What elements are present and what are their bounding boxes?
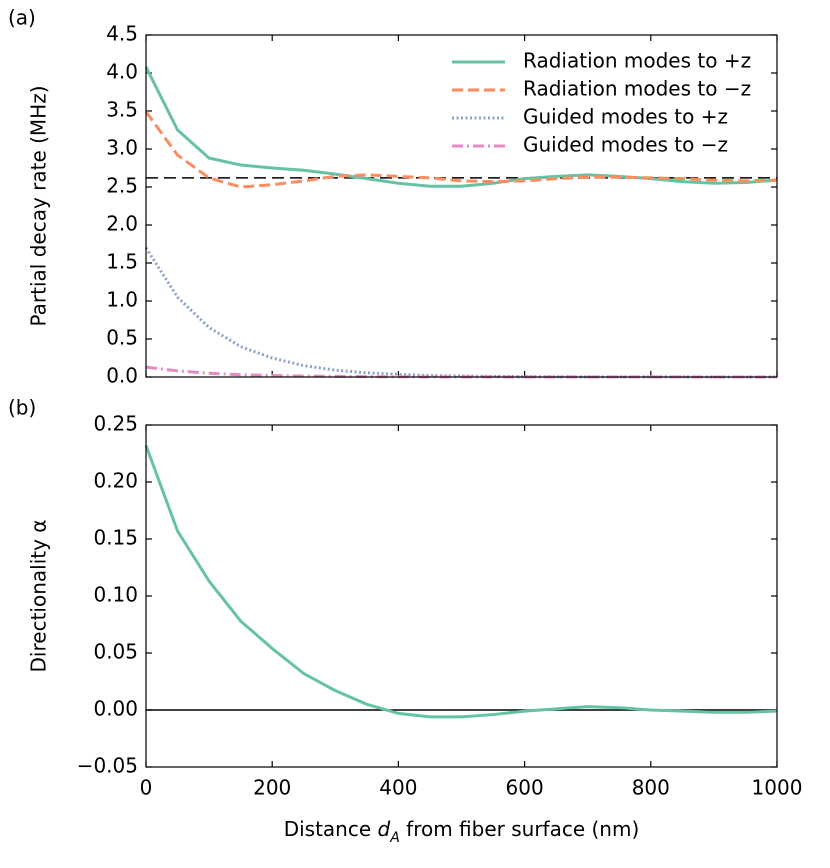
y-tick-label: 4.0: [106, 60, 138, 84]
y-tick-label: 0.15: [93, 526, 138, 550]
panel-label: (a): [8, 6, 36, 30]
data-line: [144, 110, 778, 189]
y-tick-label: 3.5: [106, 98, 138, 122]
plot-frame: [145, 424, 778, 768]
y-tick-label: 2.5: [106, 174, 138, 198]
panel-label: (b): [8, 396, 36, 420]
x-tick-label: 800: [632, 776, 670, 800]
y-tick-label: 4.5: [106, 22, 138, 46]
y-tick-label: 0.25: [93, 412, 138, 436]
y-tick-label: 0.5: [106, 326, 138, 350]
x-axis-label-part: from fiber surface (nm): [400, 817, 639, 841]
legend-label: Radiation modes to +z: [523, 49, 751, 73]
y-tick-label: 0.10: [93, 583, 138, 607]
x-axis-label: Distance dA from fiber surface (nm): [284, 817, 640, 847]
y-tick-label: 0.20: [93, 469, 138, 493]
data-line: [144, 66, 778, 188]
x-tick-label: 600: [506, 776, 544, 800]
legend-label: Guided modes to +z: [523, 105, 728, 129]
y-axis-label: Partial decay rate (MHz): [27, 85, 51, 326]
plot-frame: [145, 34, 778, 378]
data-line: [145, 365, 777, 379]
y-axis-label: Directionality α: [27, 520, 51, 673]
y-tick-label: 0.0: [106, 364, 138, 388]
y-tick-label: 1.0: [106, 288, 138, 312]
legend-label: Radiation modes to −z: [523, 77, 751, 101]
x-tick-label: 400: [379, 776, 417, 800]
y-tick-label: 3.0: [106, 136, 138, 160]
x-axis-label-part: Distance: [284, 817, 378, 841]
y-tick-label: −0.05: [77, 754, 138, 778]
x-tick-label: 1000: [752, 776, 803, 800]
y-tick-label: 0.00: [93, 697, 138, 721]
data-line: [144, 246, 777, 379]
legend-label: Guided modes to −z: [523, 133, 728, 157]
y-tick-label: 0.05: [93, 640, 138, 664]
y-tick-label: 2.0: [106, 212, 138, 236]
y-tick-label: 1.5: [106, 250, 138, 274]
x-axis-label-part: A: [389, 830, 400, 846]
x-tick-label: 0: [140, 776, 153, 800]
x-tick-label: 200: [253, 776, 291, 800]
x-axis-label-part: d: [378, 817, 391, 841]
data-line: [144, 445, 778, 719]
